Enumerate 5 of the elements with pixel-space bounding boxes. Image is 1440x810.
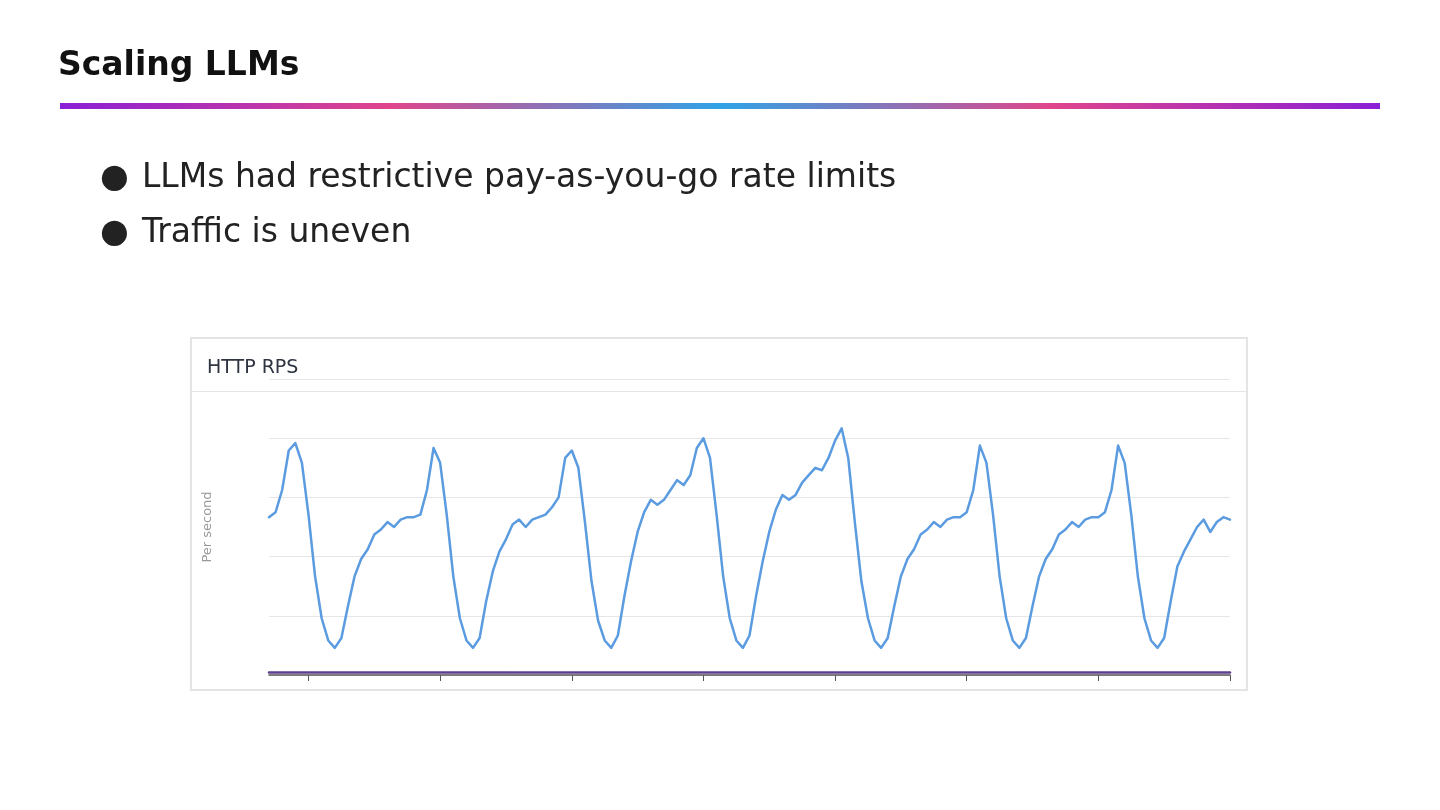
text: ● LLMs had restrictive pay-as-you-go rate limits: [100, 155, 897, 197]
chart-title: HTTP RPS: [207, 354, 299, 377]
y-axis-title: Per second: [199, 491, 214, 563]
text: ● Traffic is uneven: [100, 210, 413, 252]
text: Scaling LLMs: [58, 44, 300, 83]
